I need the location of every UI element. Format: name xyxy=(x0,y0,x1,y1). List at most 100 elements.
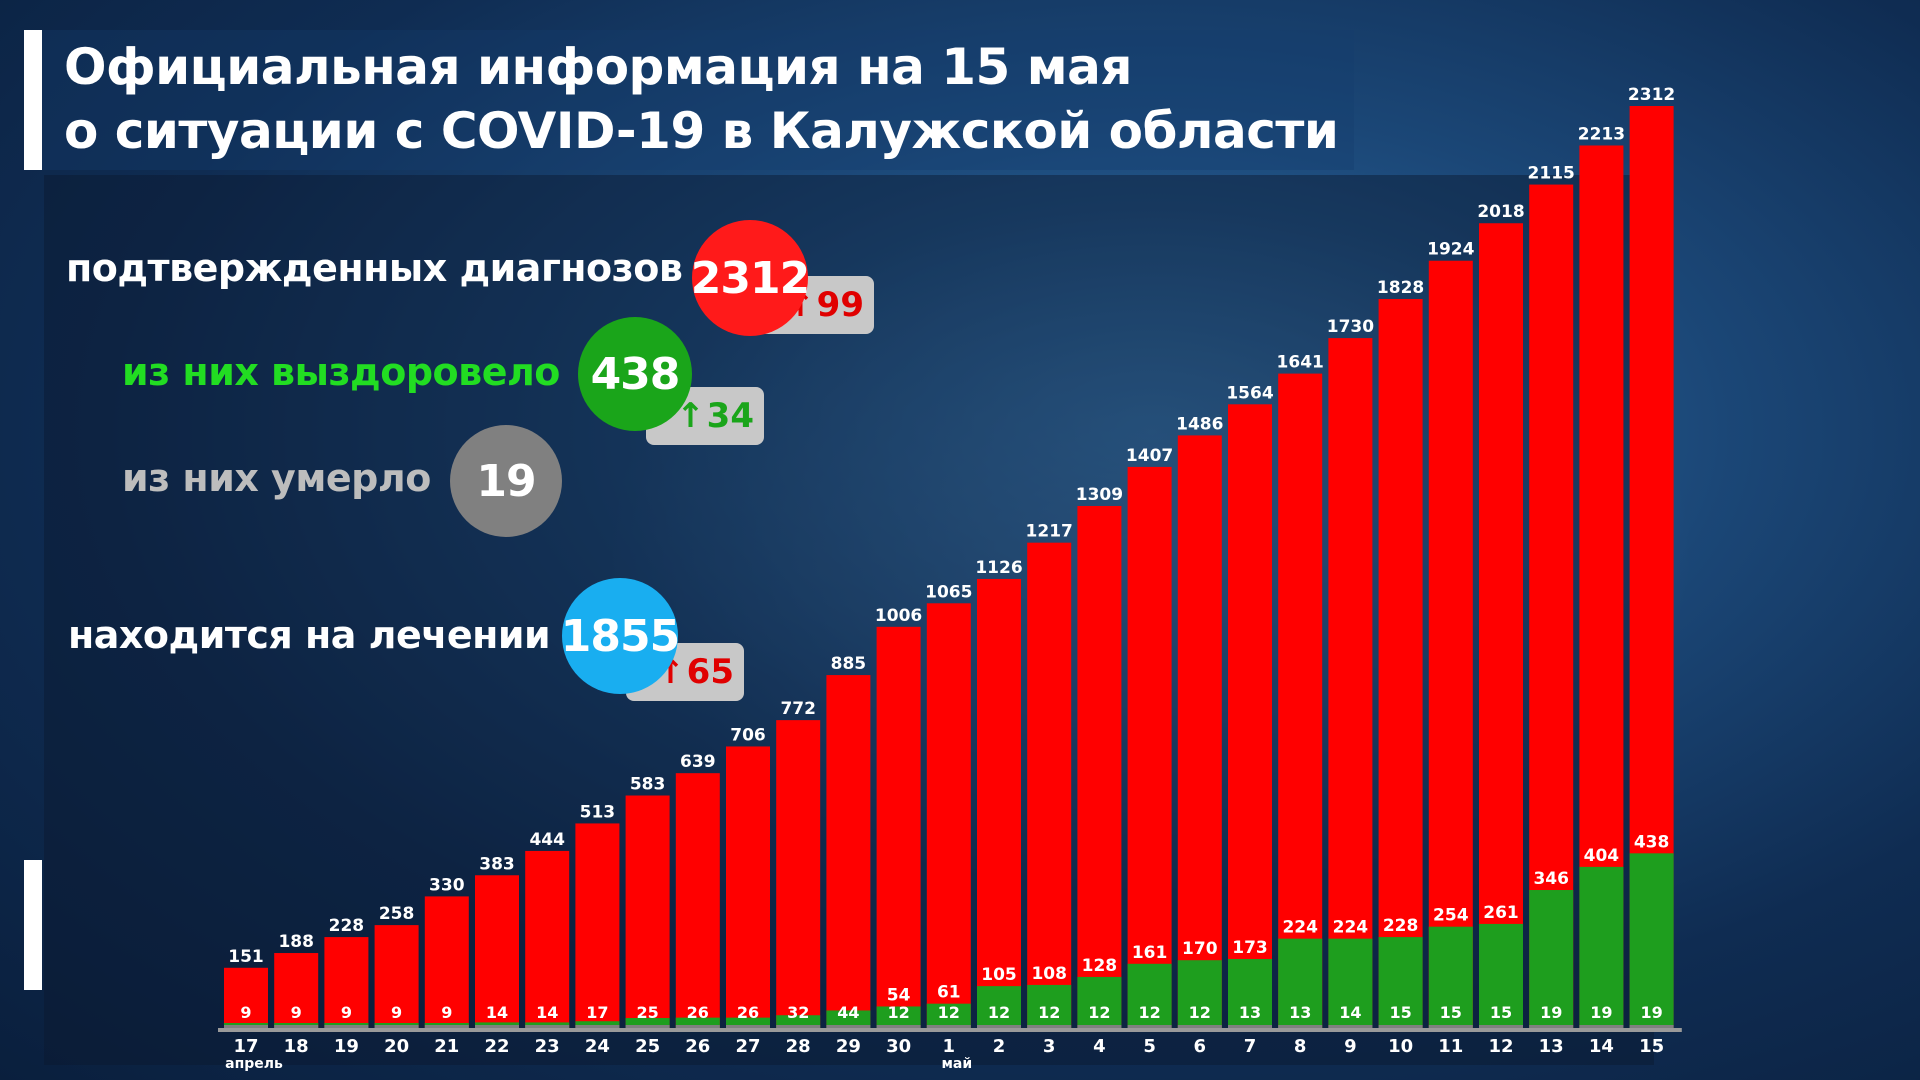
x-tick-label: 9 xyxy=(1344,1036,1357,1057)
data-label-recovered: 228 xyxy=(1383,916,1419,936)
data-label-bottom: 19 xyxy=(1540,1003,1562,1022)
data-label-confirmed: 2115 xyxy=(1528,164,1575,184)
bar-died xyxy=(1579,1025,1624,1028)
data-label-confirmed: 188 xyxy=(278,932,314,952)
bar-died xyxy=(675,1025,720,1028)
data-label-confirmed: 1126 xyxy=(975,558,1022,578)
data-label-confirmed: 639 xyxy=(680,752,716,772)
bar-died xyxy=(1027,1025,1072,1028)
bar-recovered xyxy=(675,1017,720,1028)
data-label-confirmed: 444 xyxy=(529,830,565,850)
bar-confirmed xyxy=(274,953,319,1028)
bar-died xyxy=(424,1025,469,1028)
data-label-bottom: 13 xyxy=(1239,1003,1261,1022)
data-label-bottom: 13 xyxy=(1289,1003,1311,1022)
data-label-bottom: 15 xyxy=(1440,1003,1462,1022)
title-accent-bar xyxy=(24,30,42,170)
bar-recovered xyxy=(826,1010,871,1028)
data-label-bottom: 12 xyxy=(938,1003,960,1022)
bar-died xyxy=(1328,1025,1373,1028)
month-label: апрель xyxy=(225,1056,283,1072)
data-label-bottom: 12 xyxy=(1138,1003,1160,1022)
bar-confirmed xyxy=(424,896,469,1028)
data-label-confirmed: 583 xyxy=(630,775,666,795)
data-label-bottom: 12 xyxy=(1189,1003,1211,1022)
x-tick-label: 20 xyxy=(384,1036,409,1057)
chart-baseline xyxy=(218,1028,1682,1032)
x-tick-label: 7 xyxy=(1244,1036,1257,1057)
x-tick-label: 15 xyxy=(1639,1036,1664,1057)
data-label-recovered: 161 xyxy=(1132,943,1168,963)
bar-confirmed xyxy=(1027,542,1072,1028)
bar-died xyxy=(374,1025,419,1028)
data-label-confirmed: 706 xyxy=(730,725,766,745)
bar-died xyxy=(1228,1025,1272,1028)
data-label-confirmed: 772 xyxy=(780,699,816,719)
treatment-value-badge: 1855 xyxy=(561,578,680,694)
data-label-bottom: 25 xyxy=(636,1003,658,1022)
data-label-confirmed: 2312 xyxy=(1628,85,1675,105)
bar-recovered xyxy=(1328,938,1373,1028)
bar-confirmed xyxy=(776,720,821,1028)
bar-died xyxy=(274,1025,319,1028)
bar-recovered xyxy=(625,1018,670,1028)
x-tick-label: 3 xyxy=(1043,1036,1056,1057)
data-label-bottom: 9 xyxy=(291,1003,302,1022)
data-label-recovered: 105 xyxy=(981,965,1017,985)
bar-died xyxy=(826,1025,871,1028)
bar-died xyxy=(1127,1025,1172,1028)
bar-confirmed xyxy=(876,626,921,1028)
data-label-confirmed: 1217 xyxy=(1026,522,1073,542)
bar-died xyxy=(876,1025,921,1028)
bar-confirmed xyxy=(525,850,570,1028)
bar-confirmed xyxy=(1127,466,1172,1028)
bar-confirmed xyxy=(575,823,620,1028)
x-tick-label: 17 xyxy=(233,1036,258,1057)
x-tick-label: 4 xyxy=(1093,1036,1106,1057)
died-label: из них умерло xyxy=(122,456,431,500)
x-tick-label: 8 xyxy=(1294,1036,1307,1057)
data-label-confirmed: 151 xyxy=(228,947,264,967)
bar-confirmed xyxy=(1428,260,1473,1028)
side-accent-bar xyxy=(24,860,42,990)
bar-confirmed xyxy=(625,795,670,1028)
bar-died xyxy=(1378,1025,1423,1028)
data-label-confirmed: 228 xyxy=(329,916,365,936)
bar-died xyxy=(726,1025,770,1028)
bar-confirmed xyxy=(726,746,770,1028)
data-label-confirmed: 1407 xyxy=(1126,446,1173,466)
bar-confirmed xyxy=(826,675,871,1028)
data-label-bottom: 26 xyxy=(737,1003,759,1022)
data-label-bottom: 14 xyxy=(536,1003,558,1022)
treatment-delta-value: 65 xyxy=(686,652,734,692)
data-label-confirmed: 383 xyxy=(479,854,515,874)
x-tick-label: 26 xyxy=(685,1036,710,1057)
data-label-bottom: 12 xyxy=(887,1003,909,1022)
data-label-recovered: 261 xyxy=(1483,903,1519,923)
bar-recovered xyxy=(876,1006,921,1028)
confirmed-value-badge: 2312 xyxy=(691,220,810,336)
data-label-confirmed: 1309 xyxy=(1076,485,1123,505)
bar-died xyxy=(575,1025,620,1028)
bar-died xyxy=(1077,1025,1122,1028)
x-tick-label: 19 xyxy=(334,1036,359,1057)
data-label-recovered: 224 xyxy=(1282,918,1318,938)
bar-recovered xyxy=(1077,976,1122,1028)
bar-confirmed xyxy=(1529,184,1574,1029)
bar-confirmed xyxy=(1177,435,1222,1028)
bar-confirmed xyxy=(374,925,419,1028)
bar-confirmed xyxy=(224,967,268,1028)
bar-died xyxy=(625,1025,670,1028)
bar-recovered xyxy=(1428,926,1473,1028)
x-tick-label: 24 xyxy=(585,1036,610,1057)
bar-recovered xyxy=(926,1003,971,1028)
died-value-badge: 19 xyxy=(450,425,562,537)
data-label-recovered: 61 xyxy=(937,983,961,1003)
recovered-label: из них выздоровело xyxy=(122,350,560,394)
x-tick-label: 29 xyxy=(836,1036,861,1057)
x-tick-label: 6 xyxy=(1194,1036,1207,1057)
x-tick-label: 30 xyxy=(886,1036,911,1057)
data-label-confirmed: 1486 xyxy=(1176,414,1223,434)
bar-confirmed xyxy=(1378,299,1423,1028)
x-tick-label: 14 xyxy=(1589,1036,1614,1057)
